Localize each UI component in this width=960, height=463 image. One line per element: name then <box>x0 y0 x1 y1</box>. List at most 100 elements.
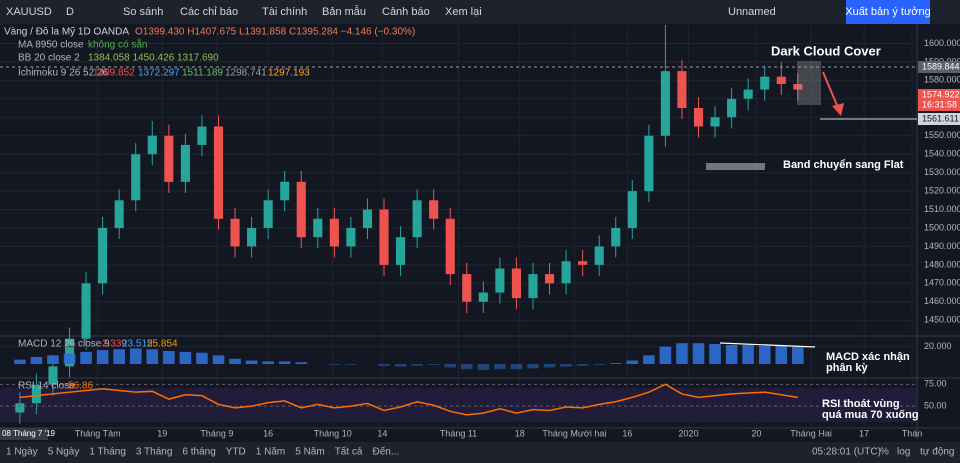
legend-ichimoku: Ichimoku 9 26 52 26 <box>18 68 108 79</box>
candle-body <box>247 227 257 247</box>
macd-bar <box>576 364 589 366</box>
candle-body <box>511 268 521 299</box>
macd-bar <box>792 346 804 364</box>
range-button[interactable]: Đến... <box>372 446 399 458</box>
x-tick-label: 18 <box>515 428 525 438</box>
price-tag <box>918 113 960 125</box>
candle-body <box>396 237 406 265</box>
legend-rsi-value: 56.86 <box>68 381 93 392</box>
scale-option[interactable]: tự động <box>920 447 955 458</box>
macd-bar <box>196 352 208 364</box>
range-button[interactable]: 6 tháng <box>182 447 215 458</box>
candle-body <box>31 384 41 404</box>
toolbar-item[interactable]: Các chỉ báo <box>180 6 238 18</box>
candle-body <box>462 274 472 302</box>
range-button[interactable]: 5 Năm <box>295 447 324 458</box>
toolbar-item[interactable]: So sánh <box>123 6 163 18</box>
macd-bar <box>328 364 341 365</box>
candle-body <box>147 135 157 155</box>
macd-bar <box>775 345 788 364</box>
macd-bar <box>460 364 473 370</box>
candle-body <box>528 274 538 299</box>
range-button[interactable]: 3 Tháng <box>136 447 173 458</box>
candle-body <box>743 89 753 99</box>
pattern-highlight <box>797 61 821 105</box>
candle-body <box>544 274 555 284</box>
toolbar-item[interactable]: Bản mẫu <box>322 5 366 18</box>
macd-bar <box>709 344 721 364</box>
macd-bar <box>30 357 43 364</box>
interval[interactable]: D <box>66 6 74 18</box>
flat-highlight <box>706 163 765 170</box>
toolbar <box>0 0 960 24</box>
scale-option[interactable]: log <box>897 447 910 458</box>
legend-ichimoku-value: 1297.193 <box>268 68 310 79</box>
y-tick-label: 1550.000 <box>924 130 960 140</box>
range-button[interactable]: 5 Ngày <box>48 447 80 458</box>
y-tick-label: 1520.000 <box>924 185 960 195</box>
start-date: 08 Tháng 7 '19 <box>2 429 56 438</box>
candle-body <box>280 181 290 201</box>
candle-body <box>693 108 704 127</box>
price-tag-label: 1574.922 <box>922 89 960 99</box>
candle-body <box>164 135 174 182</box>
candle-body <box>710 117 720 127</box>
candle-body <box>677 71 687 109</box>
macd-bar <box>593 364 605 365</box>
bottom-bar <box>0 442 960 463</box>
annotation: MACD xác nhận <box>826 351 910 363</box>
candle-body <box>611 227 621 247</box>
range-button[interactable]: YTD <box>226 447 246 458</box>
y-tick-label: 1530.000 <box>924 167 960 177</box>
macd-bar <box>527 364 539 369</box>
legend-macd-value: 23.515 <box>122 339 153 350</box>
toolbar-item[interactable]: Xem lại <box>445 6 482 18</box>
macd-bar <box>692 343 705 364</box>
publish-label[interactable]: Xuất bản ý tưởng <box>845 6 931 18</box>
legend-bb-values: 1384.058 1450.426 1317.690 <box>88 53 219 64</box>
range-button[interactable]: 1 Ngày <box>6 447 38 458</box>
candle-body <box>81 283 91 339</box>
publish-button[interactable] <box>846 0 930 24</box>
range-button[interactable]: 1 Tháng <box>89 447 126 458</box>
annotation: quá mua 70 xuống <box>822 409 919 421</box>
macd-bar <box>725 344 738 364</box>
symbol[interactable]: XAUUSD <box>6 6 52 18</box>
macd-bar <box>626 360 639 364</box>
candle-body <box>644 135 654 192</box>
macd-bar <box>444 364 457 368</box>
macd-bar <box>146 349 159 364</box>
macd-bar <box>477 364 490 371</box>
range-button[interactable]: 1 Năm <box>256 447 285 458</box>
candle-body <box>98 227 108 284</box>
legend-title: Vàng / Đô la Mỹ 1D OANDA <box>4 27 129 38</box>
y-tick-label: 1480.000 <box>924 259 960 269</box>
scale-option[interactable]: % <box>880 447 889 458</box>
y-tick-label: 1580.000 <box>924 75 960 85</box>
legend-macd-value: −2.339 <box>96 339 127 350</box>
toolbar-item[interactable]: Tài chính <box>262 6 307 18</box>
macd-bar <box>394 364 407 367</box>
y-tick-label: 1540.000 <box>924 149 960 159</box>
x-tick-label: Tháng 11 <box>440 428 477 438</box>
toolbar-item[interactable]: Cảnh báo <box>382 6 430 18</box>
y-tick-label: 1500.000 <box>924 222 960 232</box>
candle-body <box>412 200 422 238</box>
x-tick-label: Tháng Hai <box>790 428 832 438</box>
macd-bar <box>245 360 258 364</box>
range-button[interactable]: Tất cả <box>335 446 363 458</box>
x-tick-label: 16 <box>622 428 632 438</box>
y-tick-label: 1470.000 <box>924 278 960 288</box>
macd-bar <box>378 364 390 366</box>
y-tick-label: 20.000 <box>924 341 952 351</box>
macd-bar <box>80 351 92 364</box>
candle-body <box>660 71 670 136</box>
macd-bar <box>560 364 572 367</box>
y-tick-label: 1600.000 <box>924 38 960 48</box>
layout-name[interactable]: Unnamed <box>728 6 776 18</box>
legend-ichimoku-value: 1372.297 <box>138 68 180 79</box>
legend-macd-value: 25.854 <box>147 339 178 350</box>
candle-body <box>727 98 737 118</box>
candle-body <box>15 403 25 413</box>
